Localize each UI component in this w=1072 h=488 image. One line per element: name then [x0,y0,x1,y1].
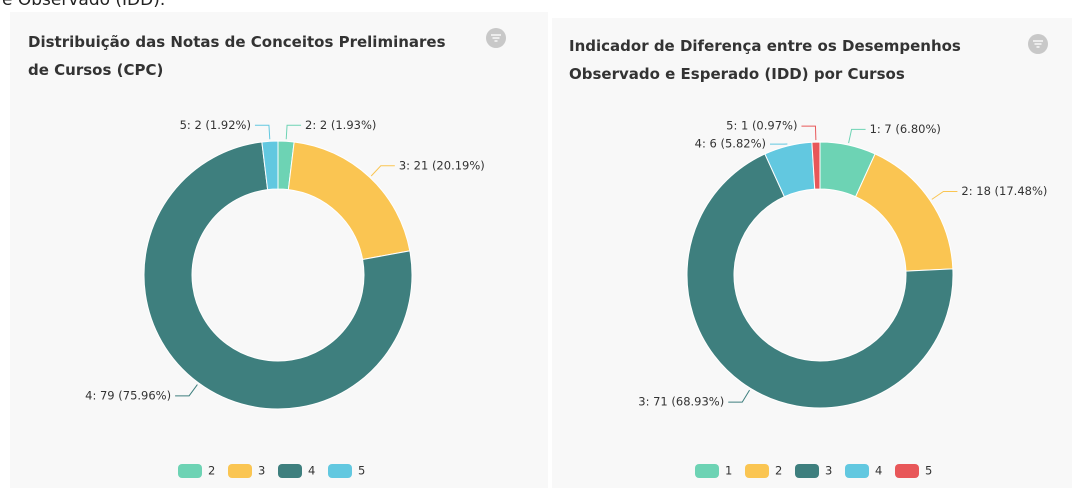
data-label: 3: 71 (68.93%) [638,395,724,409]
legend-label: 2 [208,464,215,478]
legend-label: 4 [308,464,315,478]
legend-label: 4 [875,464,882,478]
leader-line [254,124,271,140]
chart-title: Distribuição das Notas de Conceitos Prel… [28,33,446,79]
data-label: 5: 1 (0.97%) [726,119,797,133]
leader-line [728,389,750,403]
legend-swatch [228,464,252,478]
donut-slice [261,140,279,191]
chart: 1: 7 (6.80%) 2: 18 (17.48%) 3: 71 (68.93%)… [638,34,1048,478]
legend-label: 3 [258,464,265,478]
card: Indicador de Diferença entre os Desempen… [552,18,1072,488]
legend-swatch [745,464,769,478]
data-label: 3: 21 (20.19%) [399,158,485,172]
leader-line [285,124,302,140]
legend-swatch [328,464,352,478]
legend-label: 3 [825,464,832,478]
legend-swatch [278,464,302,478]
leader-line [848,128,866,144]
leader-line [175,384,198,397]
legend-swatch [895,464,919,478]
legend-label: 5 [925,464,932,478]
donut-slice [287,141,411,261]
legend-label: 2 [775,464,782,478]
donut-slice [811,141,821,190]
leader-line [801,125,817,141]
chart-title: Indicador de Diferença entre os Desempen… [569,37,961,83]
leader-line [931,191,958,200]
data-label: 5: 2 (1.92%) [180,118,251,132]
data-label: 2: 18 (17.48%) [961,184,1047,198]
data-label: 1: 7 (6.80%) [870,122,941,136]
legend-swatch [178,464,202,478]
leader-line [370,165,395,177]
legend-swatch [695,464,719,478]
chart: 2: 2 (1.93%) 3: 21 (20.19%) 4: 79 (75.96%)… [85,28,506,478]
caption: e Observado (IDD). [2,0,166,10]
donut-slice [143,141,413,410]
legend-label: 1 [725,464,732,478]
data-label: 4: 79 (75.96%) [85,388,171,402]
donut-slice [854,153,954,272]
data-label: 2: 2 (1.93%) [305,118,376,132]
legend-swatch [845,464,869,478]
legend-label: 5 [358,464,365,478]
card: Distribuição das Notas de Conceitos Prel… [10,12,548,488]
data-label: 4: 6 (5.82%) [695,137,766,151]
legend-swatch [795,464,819,478]
donut-slice [686,153,954,409]
